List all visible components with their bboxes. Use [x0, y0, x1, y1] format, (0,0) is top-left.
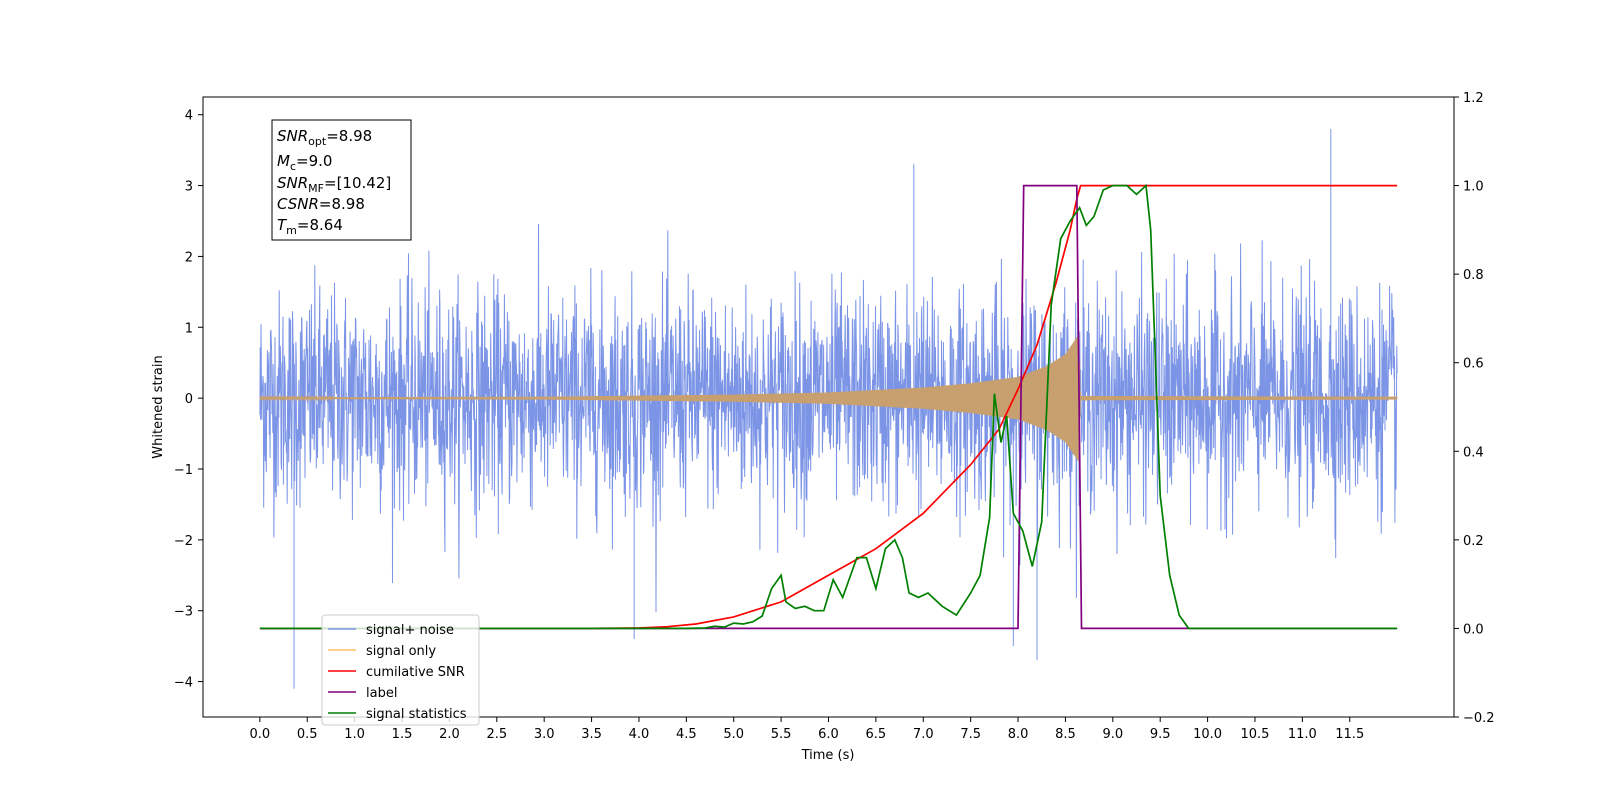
- x-tick-label: 3.5: [581, 727, 602, 742]
- legend-label: signal statistics: [366, 707, 467, 722]
- y-tick-label: 4: [185, 109, 193, 124]
- x-tick-label: 2.0: [439, 727, 460, 742]
- legend: signal+ noise signal only cumilative SNR la…: [321, 614, 480, 726]
- x-tick-label: 4.5: [676, 727, 697, 742]
- x-tick-label: 10.5: [1241, 727, 1270, 742]
- x-tick-label: 0.0: [250, 727, 271, 742]
- legend-label: signal+ noise: [366, 623, 454, 638]
- y-tick-label: −1: [174, 463, 193, 478]
- y2-tick-label: −0.2: [1463, 711, 1495, 726]
- x-tick-label: 1.5: [392, 727, 413, 742]
- series-label: [259, 184, 1398, 630]
- info-tm: Tm=8.64: [277, 216, 343, 237]
- y2-tick-label: 1.0: [1463, 180, 1484, 195]
- x-tick-label: 11.5: [1335, 727, 1364, 742]
- info-csnr: CSNR=8.98: [277, 195, 365, 213]
- x-tick-label: 9.5: [1150, 727, 1171, 742]
- x-tick-label: 4.0: [629, 727, 650, 742]
- x-tick-label: 5.0: [723, 727, 744, 742]
- y2-tick-label: 0.6: [1463, 357, 1484, 372]
- x-tick-label: 3.0: [534, 727, 555, 742]
- legend-label: cumilative SNR: [366, 665, 465, 680]
- info-mc: Mc=9.0: [277, 152, 332, 173]
- y-axis-title: Whitened strain: [151, 355, 166, 458]
- x-tick-label: 1.0: [344, 727, 365, 742]
- x-tick-label: 7.0: [913, 727, 934, 742]
- series-cumulative-snr: [259, 184, 1398, 630]
- y2-tick-label: 0.0: [1463, 622, 1484, 637]
- y-tick-label: 2: [185, 250, 193, 265]
- series-signal-statistics: [259, 183, 1398, 630]
- series-signal-only: [259, 334, 1398, 462]
- x-axis: 0.0 0.5 1.0 1.5 2.0 2.5 3.0 3.5 4.0 4.5 5.0 5.5 6.0 6…: [250, 717, 1364, 742]
- y2-tick-label: 0.2: [1463, 534, 1484, 549]
- y2-tick-label: 0.8: [1463, 268, 1484, 283]
- plot-area: [259, 128, 1398, 689]
- y-tick-label: −2: [174, 534, 193, 549]
- legend-label: label: [366, 686, 397, 701]
- y-tick-label: −4: [174, 676, 193, 691]
- x-tick-label: 7.5: [960, 727, 981, 742]
- x-tick-label: 8.0: [1008, 727, 1029, 742]
- y-tick-label: 0: [185, 392, 193, 407]
- x-tick-label: 6.5: [866, 727, 887, 742]
- x-axis-title: Time (s): [801, 748, 855, 763]
- x-tick-label: 0.5: [297, 727, 318, 742]
- info-box: SNRopt=8.98 Mc=9.0 SNRMF=[10.42] CSNR=8.…: [271, 119, 412, 241]
- y2-tick-label: 0.4: [1463, 445, 1484, 460]
- series-signal-noise: [259, 128, 1398, 689]
- x-tick-label: 10.0: [1193, 727, 1222, 742]
- legend-label: signal only: [366, 644, 436, 659]
- y-tick-label: 3: [185, 180, 193, 195]
- x-tick-label: 9.0: [1102, 727, 1123, 742]
- info-snr-opt: SNRopt=8.98: [277, 127, 372, 148]
- y-tick-label: −3: [174, 605, 193, 620]
- y-tick-label: 1: [185, 321, 193, 336]
- y-axis-left: 4 3 2 1 0 −1 −2 −3 −4: [174, 109, 203, 691]
- x-tick-label: 11.0: [1288, 727, 1317, 742]
- x-tick-label: 2.5: [486, 727, 507, 742]
- y-axis-right: 1.2 1.0 0.8 0.6 0.4 0.2 0.0 −0.2: [1454, 91, 1495, 726]
- y2-tick-label: 1.2: [1463, 91, 1484, 106]
- x-tick-label: 8.5: [1055, 727, 1076, 742]
- info-snr-mf: SNRMF=[10.42]: [277, 174, 391, 195]
- x-tick-label: 6.0: [818, 727, 839, 742]
- x-tick-label: 5.5: [771, 727, 792, 742]
